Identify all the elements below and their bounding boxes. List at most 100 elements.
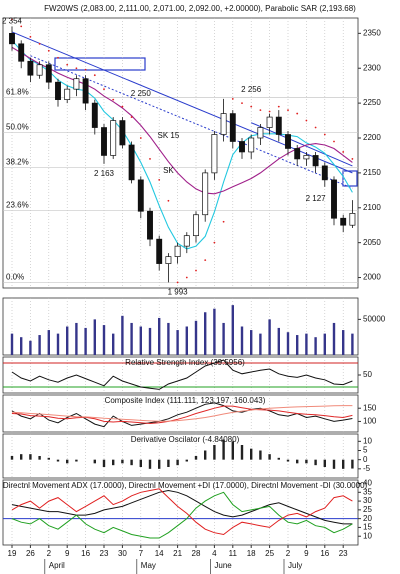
bar	[296, 459, 299, 464]
sar-dot	[305, 119, 308, 122]
bar	[20, 337, 23, 355]
trendline	[251, 122, 353, 167]
panel-frame	[2, 479, 359, 546]
candle-body	[165, 256, 172, 264]
x-tick-label: 19	[8, 549, 17, 558]
y-tick-label: 150	[363, 403, 377, 412]
annotation: SK 15	[158, 131, 180, 140]
month-label: July	[288, 561, 302, 570]
sar-dot	[66, 63, 69, 66]
sar-dot	[342, 151, 345, 153]
sar-dot	[231, 98, 234, 100]
sar-dot	[259, 109, 262, 111]
sar-dot	[213, 241, 216, 244]
y-tick-label: 10	[363, 531, 372, 540]
sar-dot	[250, 105, 253, 108]
month-label: May	[141, 561, 156, 570]
sar-dot	[93, 74, 96, 77]
bar	[102, 325, 106, 355]
bar	[213, 445, 216, 460]
candle-body	[119, 120, 126, 146]
bar	[277, 327, 280, 355]
x-tick-label: 14	[155, 549, 164, 558]
sar-dot	[130, 116, 133, 118]
sar-dot	[268, 110, 271, 113]
bar	[351, 333, 354, 355]
bar	[93, 319, 96, 355]
y-tick-label: 2150	[363, 168, 381, 177]
x-tick-label: 4	[212, 549, 217, 558]
sar-dot	[103, 88, 105, 91]
y-tick-label: 2300	[363, 63, 381, 72]
y-tick-label: 2200	[363, 133, 381, 142]
sar-dot	[84, 68, 87, 71]
y-tick-label: 2000	[363, 273, 381, 282]
fib-label: 0.0%	[6, 273, 24, 282]
x-tick-label: 2	[286, 549, 291, 558]
candle-body	[45, 64, 52, 83]
bar	[56, 459, 60, 462]
bar	[139, 326, 142, 355]
bar	[112, 333, 115, 355]
bar	[167, 322, 170, 355]
y-tick-label: 2100	[363, 203, 381, 212]
sar-dot	[20, 25, 23, 28]
indicator-line	[11, 405, 353, 425]
bar	[323, 333, 326, 355]
bar	[204, 312, 207, 355]
bar	[268, 319, 271, 355]
candle-body	[137, 179, 144, 212]
candle-body	[340, 217, 347, 226]
panel-frame	[2, 297, 359, 356]
candle-body	[349, 212, 356, 226]
candle-body	[101, 127, 107, 156]
candle-body	[174, 245, 181, 257]
y-tick-label: 2250	[363, 98, 381, 107]
bar	[250, 330, 253, 355]
sar-dot	[185, 276, 188, 279]
annotation: SK	[163, 166, 174, 175]
x-tick-label: 18	[247, 549, 256, 558]
x-tick-label: 26	[26, 549, 35, 558]
bar	[66, 326, 69, 355]
indicator-line	[11, 359, 353, 390]
candle-body	[18, 43, 25, 62]
y-tick-label: 5	[363, 446, 368, 455]
annotation: 2 256	[241, 85, 262, 94]
y-tick-label: 25	[363, 505, 372, 514]
x-tick-label: 7	[139, 549, 144, 558]
annotation: 1 993	[168, 288, 189, 297]
indicator-line	[11, 489, 353, 525]
fib-label: 61.8%	[6, 88, 29, 97]
candle-body	[321, 165, 328, 181]
bar	[194, 320, 198, 355]
candle-body	[193, 214, 199, 237]
bar	[305, 333, 308, 355]
month-label: April	[49, 561, 65, 570]
sar-dot	[287, 109, 289, 111]
x-tick-label: 16	[81, 549, 90, 558]
bar	[332, 322, 336, 355]
panel-title: Directnl Movement ADX (17.0000), Directn…	[3, 481, 368, 490]
candle-body	[55, 81, 61, 100]
bar	[240, 326, 244, 355]
sar-dot	[57, 56, 59, 59]
bar	[66, 459, 69, 464]
indicator-line	[11, 488, 353, 536]
sar-dot	[158, 178, 161, 181]
candle-body	[110, 120, 117, 156]
sar-dot	[277, 105, 280, 108]
bar	[194, 456, 198, 460]
bar	[112, 459, 115, 466]
annotation: 2 163	[94, 169, 115, 178]
fib-label: 38.2%	[6, 157, 29, 166]
x-tick-label: 11	[229, 549, 238, 558]
y-tick-label: 2050	[363, 238, 381, 247]
candle-body	[303, 155, 310, 160]
moving-average	[11, 39, 353, 250]
candle-body	[211, 134, 218, 174]
candle-body	[331, 179, 337, 219]
candle-body	[27, 60, 34, 76]
y-tick-label: 10	[363, 436, 372, 445]
